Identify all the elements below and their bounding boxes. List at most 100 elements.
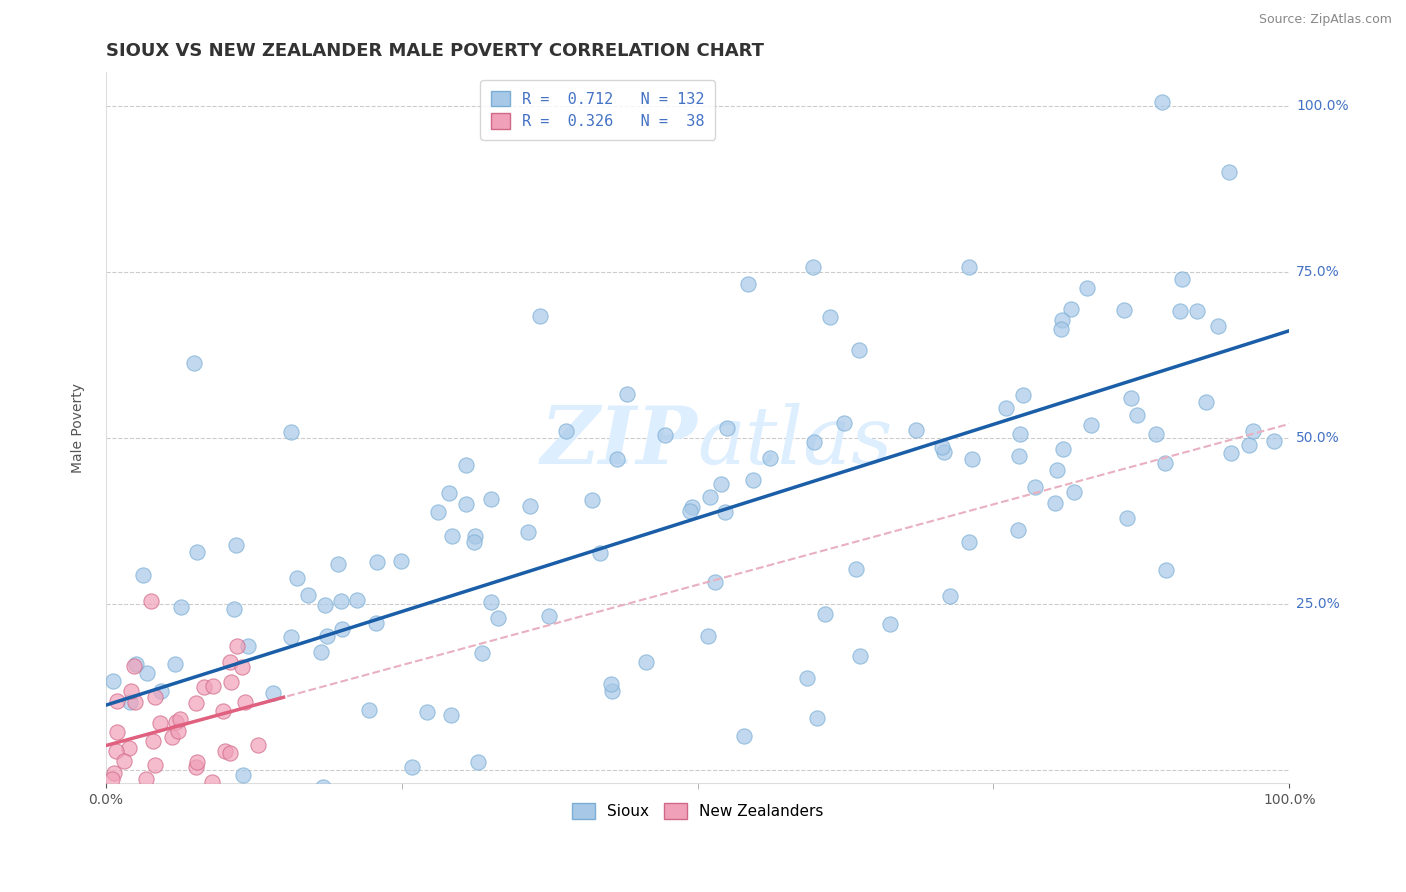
Point bbox=[600, 684, 623, 698]
Point bbox=[346, 593, 368, 607]
Point bbox=[759, 451, 782, 466]
Point bbox=[681, 500, 703, 515]
Point bbox=[143, 690, 166, 704]
Point bbox=[1007, 450, 1029, 464]
Point bbox=[225, 639, 247, 653]
Point bbox=[364, 615, 387, 630]
Point bbox=[219, 674, 242, 689]
Point bbox=[150, 683, 173, 698]
Point bbox=[309, 645, 332, 659]
Point bbox=[149, 716, 172, 731]
Point bbox=[232, 768, 254, 782]
Point bbox=[280, 630, 302, 644]
Point bbox=[589, 546, 612, 560]
Point bbox=[440, 529, 463, 543]
Point bbox=[135, 665, 157, 680]
Point bbox=[103, 794, 125, 808]
Point bbox=[201, 774, 224, 789]
Text: ZIP: ZIP bbox=[541, 403, 697, 481]
Point bbox=[219, 655, 242, 669]
Point bbox=[186, 760, 208, 774]
Point bbox=[142, 734, 165, 748]
Point bbox=[314, 599, 336, 613]
Y-axis label: Male Poverty: Male Poverty bbox=[72, 383, 86, 473]
Point bbox=[456, 497, 478, 511]
Point bbox=[186, 755, 208, 769]
Point bbox=[581, 492, 603, 507]
Point bbox=[401, 759, 423, 773]
Point bbox=[957, 534, 980, 549]
Text: 75.0%: 75.0% bbox=[1296, 265, 1340, 278]
Point bbox=[1195, 395, 1218, 409]
Point bbox=[454, 458, 477, 472]
Point bbox=[437, 486, 460, 500]
Point bbox=[236, 639, 259, 653]
Point bbox=[1219, 445, 1241, 459]
Point bbox=[1171, 272, 1194, 286]
Point bbox=[1126, 408, 1149, 422]
Point bbox=[125, 657, 148, 672]
Point bbox=[1241, 424, 1264, 438]
Point bbox=[315, 629, 337, 643]
Point bbox=[186, 545, 208, 559]
Point bbox=[1116, 511, 1139, 525]
Point bbox=[239, 855, 262, 870]
Point bbox=[696, 629, 718, 643]
Point bbox=[1119, 391, 1142, 405]
Point bbox=[803, 434, 825, 449]
Point bbox=[844, 562, 866, 576]
Point bbox=[262, 685, 284, 699]
Point bbox=[699, 491, 721, 505]
Point bbox=[201, 679, 224, 693]
Point bbox=[222, 601, 245, 615]
Point bbox=[218, 746, 240, 760]
Point bbox=[479, 595, 502, 609]
Point bbox=[479, 492, 502, 507]
Text: atlas: atlas bbox=[697, 403, 893, 481]
Point bbox=[538, 608, 561, 623]
Point bbox=[280, 425, 302, 439]
Point bbox=[960, 451, 983, 466]
Point bbox=[486, 611, 509, 625]
Point bbox=[312, 780, 335, 794]
Point bbox=[467, 756, 489, 770]
Point bbox=[120, 684, 142, 698]
Point bbox=[1243, 48, 1265, 62]
Point bbox=[1063, 485, 1085, 500]
Point bbox=[162, 730, 184, 744]
Text: SIOUX VS NEW ZEALANDER MALE POVERTY CORRELATION CHART: SIOUX VS NEW ZEALANDER MALE POVERTY CORR… bbox=[105, 42, 763, 60]
Point bbox=[170, 600, 193, 615]
Point bbox=[529, 309, 551, 323]
Point bbox=[796, 671, 818, 685]
Point bbox=[1206, 318, 1229, 333]
Point bbox=[427, 505, 450, 519]
Point bbox=[389, 554, 412, 568]
Point bbox=[1218, 165, 1240, 179]
Point bbox=[634, 656, 657, 670]
Point bbox=[849, 649, 872, 664]
Point bbox=[297, 589, 319, 603]
Point bbox=[163, 657, 186, 671]
Point bbox=[464, 529, 486, 543]
Point bbox=[143, 757, 166, 772]
Legend: Sioux, New Zealanders: Sioux, New Zealanders bbox=[565, 797, 830, 825]
Point bbox=[170, 796, 193, 810]
Point bbox=[233, 695, 256, 709]
Point bbox=[200, 818, 222, 832]
Point bbox=[285, 571, 308, 585]
Point bbox=[1007, 524, 1029, 538]
Point bbox=[1050, 313, 1073, 327]
Point bbox=[600, 677, 623, 691]
Point bbox=[330, 593, 353, 607]
Point bbox=[517, 525, 540, 540]
Point bbox=[1052, 442, 1074, 456]
Point bbox=[120, 695, 142, 709]
Point bbox=[440, 708, 463, 723]
Point bbox=[879, 616, 901, 631]
Point bbox=[135, 772, 157, 787]
Point bbox=[118, 741, 141, 756]
Point bbox=[165, 714, 187, 729]
Point bbox=[1060, 301, 1083, 316]
Point bbox=[247, 738, 270, 752]
Point bbox=[733, 729, 755, 743]
